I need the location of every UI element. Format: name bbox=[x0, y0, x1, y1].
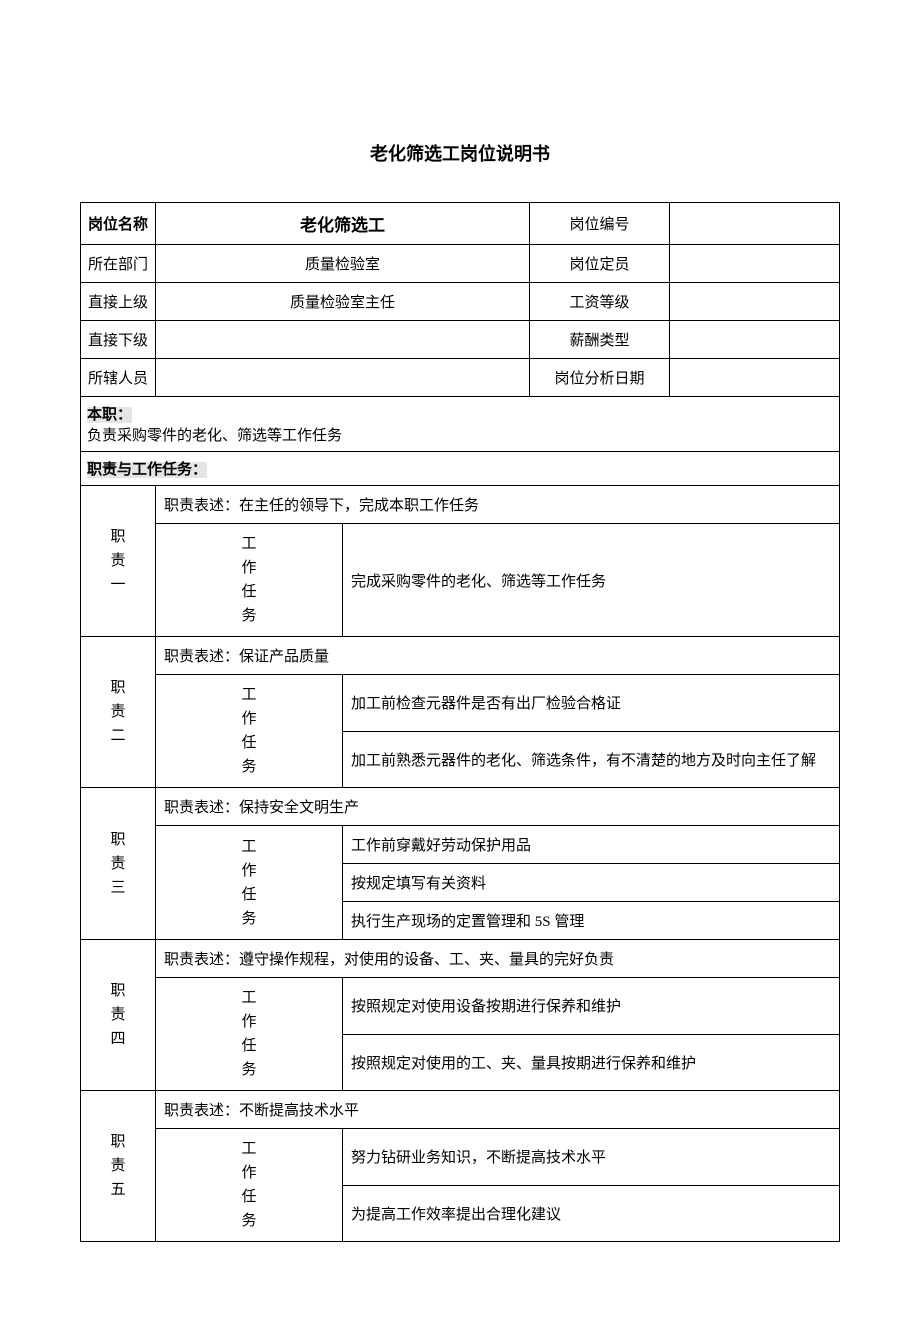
duties-heading-cell: 职责与工作任务： bbox=[81, 452, 840, 486]
duty-label-2: 职责三 bbox=[81, 788, 156, 940]
header-label2-3: 薪酬类型 bbox=[530, 321, 670, 359]
task-label-0: 工作任务 bbox=[156, 524, 343, 637]
task-1-0: 加工前检查元器件是否有出厂检验合格证 bbox=[343, 675, 840, 732]
header-value2-3 bbox=[670, 321, 840, 359]
task-3-0: 按照规定对使用设备按期进行保养和维护 bbox=[343, 978, 840, 1035]
summary-text: 负责采购零件的老化、筛选等工作任务 bbox=[87, 428, 342, 444]
header-value2-0 bbox=[670, 203, 840, 245]
task-label-4: 工作任务 bbox=[156, 1129, 343, 1242]
header-value2-4 bbox=[670, 359, 840, 397]
task-4-1: 为提高工作效率提出合理化建议 bbox=[343, 1185, 840, 1242]
header-label-2: 直接上级 bbox=[81, 283, 156, 321]
task-label-3: 工作任务 bbox=[156, 978, 343, 1091]
header-label-3: 直接下级 bbox=[81, 321, 156, 359]
duty-label-4: 职责五 bbox=[81, 1091, 156, 1242]
duty-desc-2: 职责表述：保持安全文明生产 bbox=[156, 788, 840, 826]
header-value1-3 bbox=[156, 321, 530, 359]
duty-label-1: 职责二 bbox=[81, 637, 156, 788]
summary-heading: 本职： bbox=[87, 407, 132, 423]
job-spec-table: 岗位名称老化筛选工岗位编号所在部门质量检验室岗位定员直接上级质量检验室主任工资等… bbox=[80, 202, 840, 1242]
duty-label-0: 职责一 bbox=[81, 486, 156, 637]
header-value2-2 bbox=[670, 283, 840, 321]
task-2-2: 执行生产现场的定置管理和 5S 管理 bbox=[343, 902, 840, 940]
header-value2-1 bbox=[670, 245, 840, 283]
header-value1-2: 质量检验室主任 bbox=[156, 283, 530, 321]
header-label2-0: 岗位编号 bbox=[530, 203, 670, 245]
document-title: 老化筛选工岗位说明书 bbox=[80, 140, 840, 166]
header-label-4: 所辖人员 bbox=[81, 359, 156, 397]
duty-desc-3: 职责表述：遵守操作规程，对使用的设备、工、夹、量具的完好负责 bbox=[156, 940, 840, 978]
task-2-0: 工作前穿戴好劳动保护用品 bbox=[343, 826, 840, 864]
task-4-0: 努力钻研业务知识，不断提高技术水平 bbox=[343, 1129, 840, 1186]
header-label2-4: 岗位分析日期 bbox=[530, 359, 670, 397]
duty-label-3: 职责四 bbox=[81, 940, 156, 1091]
task-label-1: 工作任务 bbox=[156, 675, 343, 788]
task-2-1: 按规定填写有关资料 bbox=[343, 864, 840, 902]
task-1-1: 加工前熟悉元器件的老化、筛选条件，有不清楚的地方及时向主任了解 bbox=[343, 731, 840, 788]
task-3-1: 按照规定对使用的工、夹、量具按期进行保养和维护 bbox=[343, 1034, 840, 1091]
duty-desc-0: 职责表述：在主任的领导下，完成本职工作任务 bbox=[156, 486, 840, 524]
duties-heading: 职责与工作任务： bbox=[87, 462, 207, 478]
task-0-0: 完成采购零件的老化、筛选等工作任务 bbox=[343, 524, 840, 637]
header-value1-0: 老化筛选工 bbox=[156, 203, 530, 245]
header-label-1: 所在部门 bbox=[81, 245, 156, 283]
header-value1-1: 质量检验室 bbox=[156, 245, 530, 283]
header-label-0: 岗位名称 bbox=[81, 203, 156, 245]
duty-desc-4: 职责表述：不断提高技术水平 bbox=[156, 1091, 840, 1129]
task-label-2: 工作任务 bbox=[156, 826, 343, 940]
header-value1-4 bbox=[156, 359, 530, 397]
header-label2-2: 工资等级 bbox=[530, 283, 670, 321]
duty-desc-1: 职责表述：保证产品质量 bbox=[156, 637, 840, 675]
summary-section: 本职： 负责采购零件的老化、筛选等工作任务 bbox=[81, 397, 840, 452]
header-label2-1: 岗位定员 bbox=[530, 245, 670, 283]
